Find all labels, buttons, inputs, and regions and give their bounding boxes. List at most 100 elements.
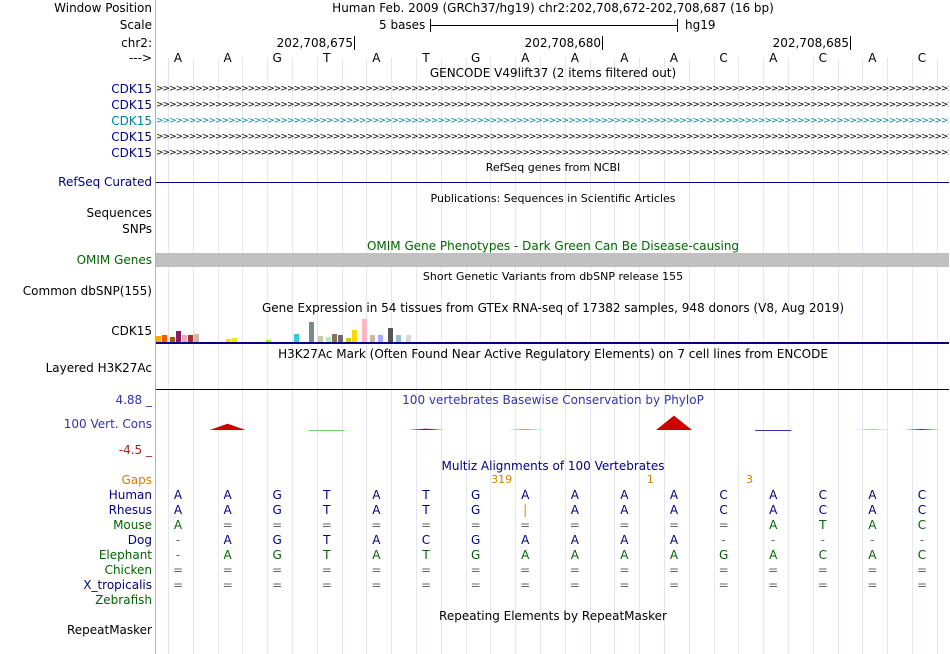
h3k27ac-label[interactable]: Layered H3K27Ac (45, 361, 152, 375)
dna-base: A (223, 51, 232, 65)
gtex-tissue-bar[interactable] (176, 331, 181, 342)
gencode-item-label[interactable]: CDK15 (111, 130, 152, 144)
gencode-transcript-strand[interactable]: >>>>>>>>>>>>>>>>>>>>>>>>>>>>>>>>>>>>>>>>… (156, 84, 949, 94)
gtex-tissue-bar[interactable] (332, 334, 337, 342)
grid-line (564, 58, 566, 654)
alignment-base: G (272, 488, 282, 502)
refseq-gene-line[interactable] (156, 182, 949, 183)
gtex-tissue-bar[interactable] (194, 334, 199, 342)
dbsnp-title[interactable]: Short Genetic Variants from dbSNP releas… (422, 270, 684, 283)
grid-line (738, 58, 740, 654)
gencode-transcript-strand[interactable]: >>>>>>>>>>>>>>>>>>>>>>>>>>>>>>>>>>>>>>>>… (156, 148, 949, 158)
alignment-base: = (867, 563, 878, 577)
gtex-expression-bars[interactable] (156, 316, 949, 342)
phylop-score-mark[interactable] (904, 428, 940, 430)
grid-line (292, 58, 293, 654)
gtex-tissue-bar[interactable] (370, 335, 375, 342)
dna-base: C (917, 51, 927, 65)
species-label[interactable]: X_tropicalis (83, 578, 152, 592)
omim-label[interactable]: OMIM Genes (76, 253, 152, 267)
dbsnp-label[interactable]: Common dbSNP(155) (22, 284, 152, 298)
omim-title[interactable]: OMIM Gene Phenotypes - Dark Green Can Be… (366, 239, 740, 253)
species-label[interactable]: Zebrafish (95, 593, 152, 607)
species-label[interactable]: Chicken (104, 563, 152, 577)
phylop-title[interactable]: 100 vertebrates Basewise Conservation by… (402, 393, 704, 407)
alignment-base: = (569, 518, 580, 532)
multiz-title[interactable]: Multiz Alignments of 100 Vertebrates (441, 459, 665, 473)
alignment-base: = (768, 563, 779, 577)
alignment-base: - (175, 533, 181, 547)
gencode-item-label[interactable]: CDK15 (111, 98, 152, 112)
coord-tick-mark (850, 36, 851, 50)
alignment-base: G (718, 548, 729, 562)
gtex-tissue-bar[interactable] (232, 338, 237, 342)
alignment-base: A (769, 548, 778, 562)
phylop-score-mark[interactable] (209, 423, 246, 430)
dna-base: A (769, 51, 778, 65)
phylop-graph[interactable] (156, 406, 949, 456)
gtex-tissue-bar[interactable] (309, 322, 314, 342)
phylop-score-mark[interactable] (755, 430, 792, 432)
omim-gene-bar[interactable] (156, 253, 949, 267)
gtex-tissue-bar[interactable] (318, 336, 323, 342)
dna-base: A (570, 51, 579, 65)
phylop-score-mark[interactable] (656, 415, 692, 430)
refseq-label[interactable]: RefSeq Curated (58, 175, 152, 189)
publications-title[interactable]: Publications: Sequences in Scientific Ar… (430, 192, 676, 205)
species-label[interactable]: Human (108, 488, 152, 502)
gtex-tissue-bar[interactable] (188, 335, 193, 342)
gtex-tissue-bar[interactable] (294, 334, 299, 342)
gencode-title[interactable]: GENCODE V49lift37 (2 items filtered out) (429, 66, 677, 80)
scale-bar-right-tick (677, 19, 678, 32)
grid-line (366, 58, 368, 654)
dna-base: A (521, 51, 530, 65)
refseq-title[interactable]: RefSeq genes from NCBI (485, 161, 621, 174)
window-position-value[interactable]: Human Feb. 2009 (GRCh37/hg19) chr2:202,7… (332, 1, 774, 15)
sequences-label[interactable]: Sequences (86, 206, 152, 220)
grid-line (267, 58, 269, 654)
gtex-tissue-bar[interactable] (156, 336, 161, 342)
repeatmasker-label[interactable]: RepeatMasker (66, 623, 152, 637)
gtex-title[interactable]: Gene Expression in 54 tissues from GTEx … (261, 301, 845, 315)
phylop-min-label: -4.5 _ (118, 443, 152, 457)
phylop-score-mark[interactable] (408, 428, 444, 430)
gencode-transcript-strand[interactable]: >>>>>>>>>>>>>>>>>>>>>>>>>>>>>>>>>>>>>>>>… (156, 116, 949, 126)
gtex-tissue-bar[interactable] (266, 340, 271, 342)
alignment-base: = (272, 518, 283, 532)
gtex-tissue-bar[interactable] (378, 335, 383, 342)
gtex-tissue-bar[interactable] (170, 337, 175, 342)
phylop-score-mark[interactable] (308, 430, 345, 431)
alignment-base: T (422, 503, 430, 517)
gtex-tissue-bar[interactable] (388, 328, 393, 342)
species-label[interactable]: Dog (127, 533, 152, 547)
gtex-tissue-bar[interactable] (162, 335, 167, 342)
gtex-tissue-bar[interactable] (346, 338, 351, 342)
gtex-label[interactable]: CDK15 (111, 324, 152, 338)
gtex-tissue-bar[interactable] (396, 335, 401, 342)
phylop-score-mark[interactable] (507, 429, 544, 430)
grid-line (936, 58, 938, 654)
repeatmasker-title[interactable]: Repeating Elements by RepeatMasker (439, 609, 667, 623)
phylop-label[interactable]: 100 Vert. Cons (63, 417, 152, 431)
gtex-tissue-bar[interactable] (326, 337, 331, 342)
gencode-item-label[interactable]: CDK15 (111, 114, 152, 128)
species-label[interactable]: Mouse (113, 518, 152, 532)
gencode-item-label[interactable]: CDK15 (111, 146, 152, 160)
dna-base: A (669, 51, 679, 65)
gtex-tissue-bar[interactable] (338, 335, 343, 342)
species-label[interactable]: Rhesus (108, 503, 152, 517)
gencode-item-label[interactable]: CDK15 (111, 82, 152, 96)
gencode-transcript-strand[interactable]: >>>>>>>>>>>>>>>>>>>>>>>>>>>>>>>>>>>>>>>>… (156, 132, 949, 142)
gtex-tissue-bar[interactable] (182, 335, 187, 342)
species-label[interactable]: Elephant (98, 548, 152, 562)
gtex-tissue-bar[interactable] (406, 335, 411, 342)
grid-line (515, 58, 517, 654)
alignment-base: = (172, 563, 184, 577)
gtex-tissue-bar[interactable] (362, 319, 367, 342)
coord-tick-label: 202,708,675 (276, 36, 353, 50)
snps-label[interactable]: SNPs (122, 222, 152, 236)
h3k27ac-title[interactable]: H3K27Ac Mark (Often Found Near Active Re… (278, 347, 828, 361)
gtex-tissue-bar[interactable] (226, 339, 231, 342)
gtex-tissue-bar[interactable] (352, 330, 357, 342)
gencode-transcript-strand[interactable]: >>>>>>>>>>>>>>>>>>>>>>>>>>>>>>>>>>>>>>>>… (156, 100, 949, 110)
